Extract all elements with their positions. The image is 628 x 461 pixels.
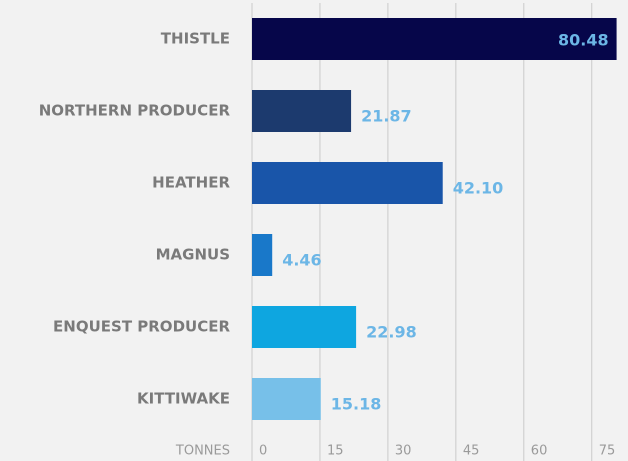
value-label: 15.18 (331, 395, 382, 414)
bar (252, 162, 443, 204)
category-label: NORTHERN PRODUCER (39, 102, 231, 120)
bar (252, 90, 352, 132)
x-tick-label: 45 (463, 444, 480, 459)
bar (252, 306, 357, 348)
x-axis-label: TONNES (175, 444, 230, 459)
value-label: 80.48 (558, 31, 609, 50)
category-label: ENQUEST PRODUCER (53, 318, 230, 336)
category-label: KITTIWAKE (137, 390, 230, 408)
bar (252, 378, 321, 420)
category-label: MAGNUS (156, 246, 230, 264)
x-tick-label: 75 (599, 444, 616, 459)
x-tick-label: 60 (531, 444, 548, 459)
value-label: 42.10 (453, 179, 504, 198)
x-tick-label: 30 (395, 444, 412, 459)
value-label: 21.87 (361, 107, 412, 126)
category-label: HEATHER (152, 174, 230, 192)
category-label: THISTLE (161, 30, 230, 48)
value-label: 4.46 (282, 251, 321, 270)
bar (252, 18, 617, 60)
x-tick-label: 15 (327, 444, 344, 459)
x-tick-label: 0 (259, 444, 267, 459)
bar (252, 234, 273, 276)
value-label: 22.98 (366, 323, 417, 342)
